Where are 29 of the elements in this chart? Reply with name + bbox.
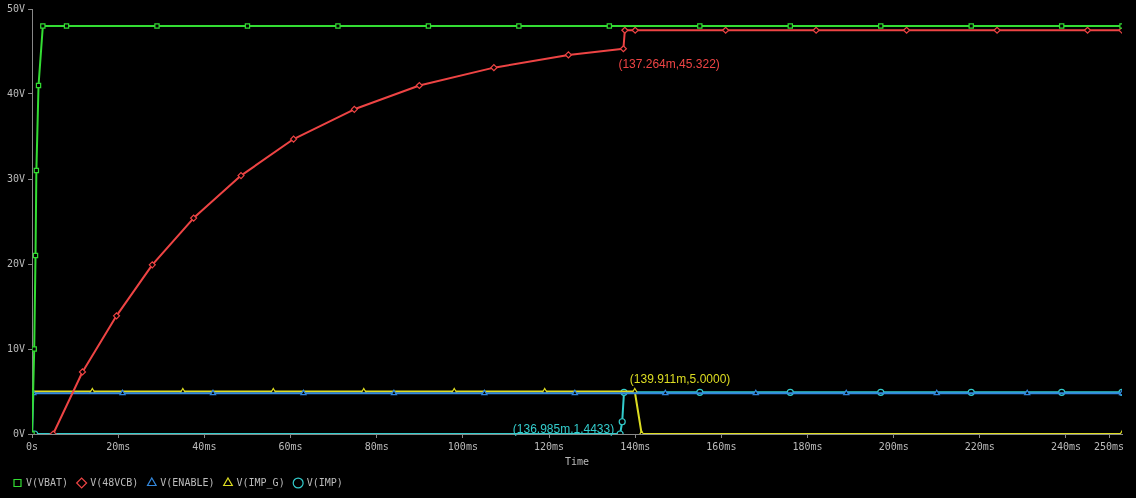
x-axis-title: Time [564, 455, 590, 467]
x-tick-label: 220ms [964, 440, 995, 452]
x-tick-label: 40ms [192, 440, 217, 452]
x-tick-label: 80ms [364, 440, 389, 452]
x-tick-label: 240ms [1050, 440, 1082, 452]
x-tick-label: 100ms [447, 440, 478, 452]
x-tick-label: 20ms [106, 440, 131, 452]
x-tick-label: 180ms [792, 440, 823, 452]
y-tick-label: 40V [7, 87, 26, 99]
annotation: (136.985m,1.4433) [512, 422, 615, 437]
x-tick-label: 160ms [706, 440, 737, 452]
x-tick-label: 60ms [278, 440, 303, 452]
legend-label: V(IMP_G) [236, 476, 285, 489]
x-tick-label: 200ms [878, 440, 909, 452]
y-tick-label: 50V [7, 2, 26, 14]
y-tick-label: 30V [7, 172, 26, 184]
legend-label: V(ENABLE) [160, 476, 215, 488]
y-tick-label: 20V [7, 257, 26, 269]
legend-label: V(48VCB) [90, 476, 139, 488]
legend-label: V(VBAT) [26, 476, 69, 488]
y-tick-label: 10V [7, 342, 26, 354]
x-tick-label: 250ms [1094, 440, 1125, 452]
x-tick-label: 120ms [533, 440, 565, 452]
annotation: (137.264m,45.322) [618, 57, 720, 72]
y-tick-label: 0V [13, 427, 26, 439]
x-tick-label: 0s [26, 440, 39, 452]
annotation: (139.911m,5.0000) [629, 371, 731, 386]
x-tick-label: 140ms [620, 440, 651, 452]
legend-label: V(IMP) [306, 476, 343, 488]
